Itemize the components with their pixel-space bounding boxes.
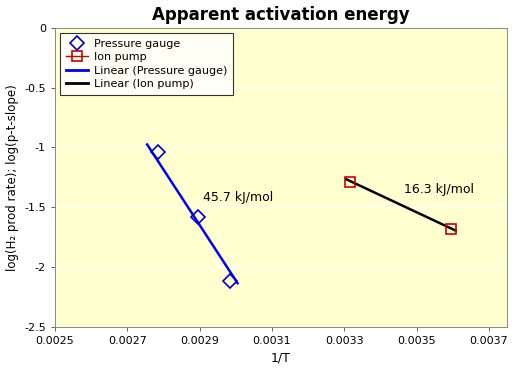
Text: 45.7 kJ/mol: 45.7 kJ/mol <box>203 191 273 204</box>
Text: 16.3 kJ/mol: 16.3 kJ/mol <box>404 184 474 196</box>
Y-axis label: log(H₂ prod rate); log(p-t-slope): log(H₂ prod rate); log(p-t-slope) <box>6 84 19 271</box>
Legend: Pressure gauge, Ion pump, Linear (Pressure gauge), Linear (Ion pump): Pressure gauge, Ion pump, Linear (Pressu… <box>60 33 233 95</box>
Title: Apparent activation energy: Apparent activation energy <box>152 6 410 24</box>
X-axis label: 1/T: 1/T <box>271 352 291 364</box>
